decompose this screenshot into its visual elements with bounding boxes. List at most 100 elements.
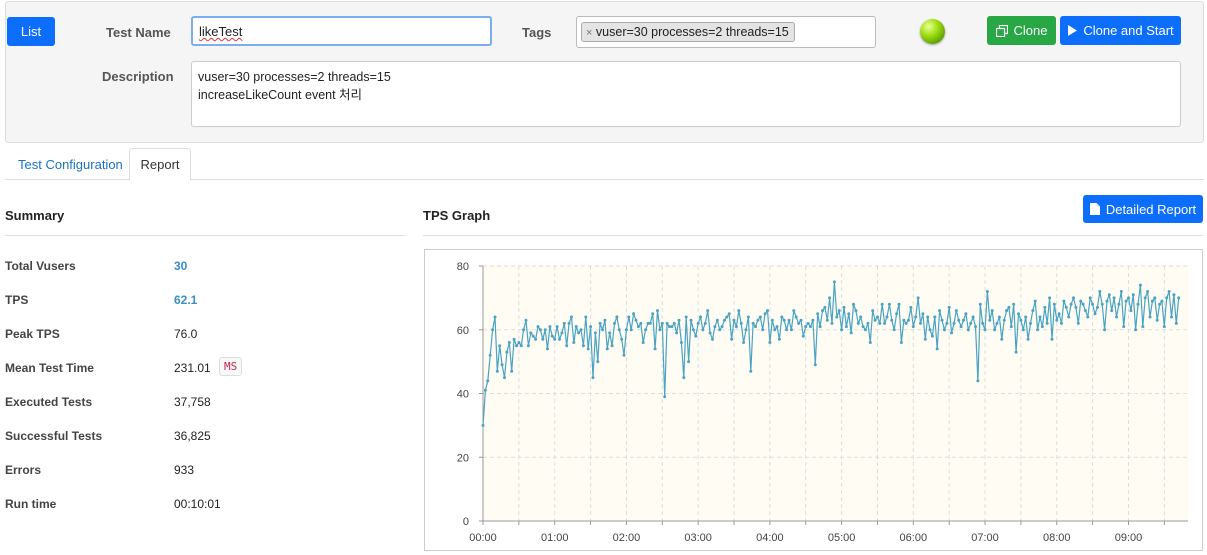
- tps-data-point: [1138, 283, 1142, 287]
- tps-data-point: [730, 337, 734, 341]
- tps-data-point: [1158, 302, 1162, 306]
- tps-data-point: [964, 312, 968, 316]
- tps-data-point: [581, 344, 585, 348]
- list-button[interactable]: List: [7, 17, 55, 46]
- tps-data-point: [789, 328, 793, 332]
- tps-data-point: [864, 328, 867, 332]
- tps-data-point: [679, 341, 683, 344]
- tps-data-point: [892, 328, 896, 332]
- tps-data-point: [684, 315, 688, 319]
- play-icon: [1068, 25, 1078, 36]
- tps-data-point: [799, 318, 803, 322]
- tps-data-point: [483, 388, 487, 392]
- tps-data-point: [887, 302, 891, 306]
- tps-data-point: [1100, 302, 1104, 306]
- tps-data-point: [873, 318, 877, 322]
- y-tick-label: 60: [457, 325, 469, 337]
- tps-data-point: [567, 321, 571, 325]
- tags-input[interactable]: × vuser=30 processes=2 threads=15: [576, 16, 876, 48]
- clone-button[interactable]: Clone: [987, 16, 1056, 45]
- tps-data-point: [828, 296, 832, 300]
- tps-data-point: [1009, 325, 1013, 329]
- tps-data-point: [1103, 328, 1107, 332]
- test-header-panel: List Test Name likeTest Tags × vuser=30 …: [5, 1, 1204, 143]
- tps-data-point: [940, 318, 944, 322]
- tps-data-point: [675, 331, 679, 335]
- tps-data-point: [749, 369, 753, 373]
- test-name-input[interactable]: likeTest: [191, 16, 492, 46]
- tps-data-point: [725, 315, 729, 319]
- tps-data-point: [1129, 309, 1133, 313]
- tab-test-configuration[interactable]: Test Configuration: [18, 156, 123, 172]
- tps-data-point: [682, 376, 686, 380]
- tps-data-point: [605, 347, 609, 351]
- tps-data-point: [1122, 325, 1126, 329]
- tps-data-point: [780, 315, 784, 319]
- tps-data-point: [1048, 296, 1052, 300]
- tps-data-point: [909, 305, 913, 309]
- tps-data-point: [1174, 321, 1178, 325]
- tps-data-point: [1038, 315, 1042, 319]
- tps-data-point: [782, 318, 786, 322]
- tps-data-point: [739, 321, 743, 325]
- tab-report[interactable]: Report: [129, 148, 191, 181]
- tps-data-point: [1146, 290, 1150, 293]
- tps-data-point: [723, 318, 726, 322]
- tps-data-point: [754, 325, 757, 329]
- tps-data-point: [543, 328, 547, 332]
- tps-data-point: [766, 309, 769, 313]
- tps-data-point: [536, 325, 540, 329]
- tps-data-point: [727, 312, 731, 316]
- tps-data-point: [1124, 299, 1128, 303]
- test-name-label: Test Name: [106, 25, 171, 40]
- tps-data-point: [1014, 350, 1018, 354]
- detailed-report-button[interactable]: Detailed Report: [1083, 195, 1203, 223]
- clone-and-start-button[interactable]: Clone and Start: [1060, 16, 1181, 45]
- tps-data-point: [866, 321, 870, 325]
- tps-data-point: [811, 318, 815, 322]
- tps-data-point: [1155, 318, 1159, 322]
- tps-data-point: [629, 328, 633, 332]
- tps-data-point: [923, 337, 927, 341]
- tps-data-point: [1134, 328, 1138, 332]
- tps-data-point: [990, 309, 994, 313]
- tps-data-point: [966, 328, 970, 332]
- tps-data-point: [993, 328, 997, 332]
- tps-data-point: [919, 321, 922, 325]
- description-textarea[interactable]: vuser=30 processes=2 threads=15 increase…: [191, 61, 1181, 127]
- tps-data-point: [1081, 302, 1085, 306]
- stat-peak-tps: Peak TPS 76.0: [5, 327, 405, 347]
- tps-data-point: [503, 376, 506, 380]
- tps-data-point: [911, 325, 915, 329]
- tps-data-point: [742, 341, 746, 344]
- tps-data-point: [1127, 296, 1130, 300]
- tps-data-point: [775, 325, 779, 329]
- tps-data-point: [555, 325, 559, 329]
- x-tick-label: 08:00: [1043, 532, 1071, 544]
- tps-data-point: [507, 341, 511, 344]
- tps-data-point: [658, 328, 662, 332]
- tps-data-point: [515, 344, 518, 348]
- tps-data-point: [1021, 328, 1025, 332]
- tps-data-point: [488, 353, 492, 357]
- tps-data-point: [1170, 315, 1173, 319]
- tps-data-point: [832, 280, 836, 284]
- tps-data-point: [1017, 312, 1020, 316]
- tag-remove-icon[interactable]: ×: [586, 27, 593, 39]
- tps-data-point: [1153, 296, 1157, 300]
- tps-data-point: [548, 325, 552, 329]
- tps-data-point: [978, 302, 982, 306]
- tps-data-point: [701, 328, 705, 332]
- tps-data-point: [498, 344, 502, 348]
- tps-data-point: [842, 305, 846, 309]
- x-tick-label: 09:00: [1115, 532, 1143, 544]
- tps-data-point: [942, 328, 946, 332]
- tps-data-point: [598, 321, 602, 325]
- tps-data-point: [813, 363, 817, 367]
- stat-label: Total Vusers: [5, 259, 76, 273]
- tps-data-point: [945, 321, 949, 325]
- tps-data-point: [668, 325, 671, 329]
- tps-data-point: [670, 325, 674, 329]
- stat-value: 62.1: [174, 293, 198, 307]
- tps-data-point: [574, 325, 578, 329]
